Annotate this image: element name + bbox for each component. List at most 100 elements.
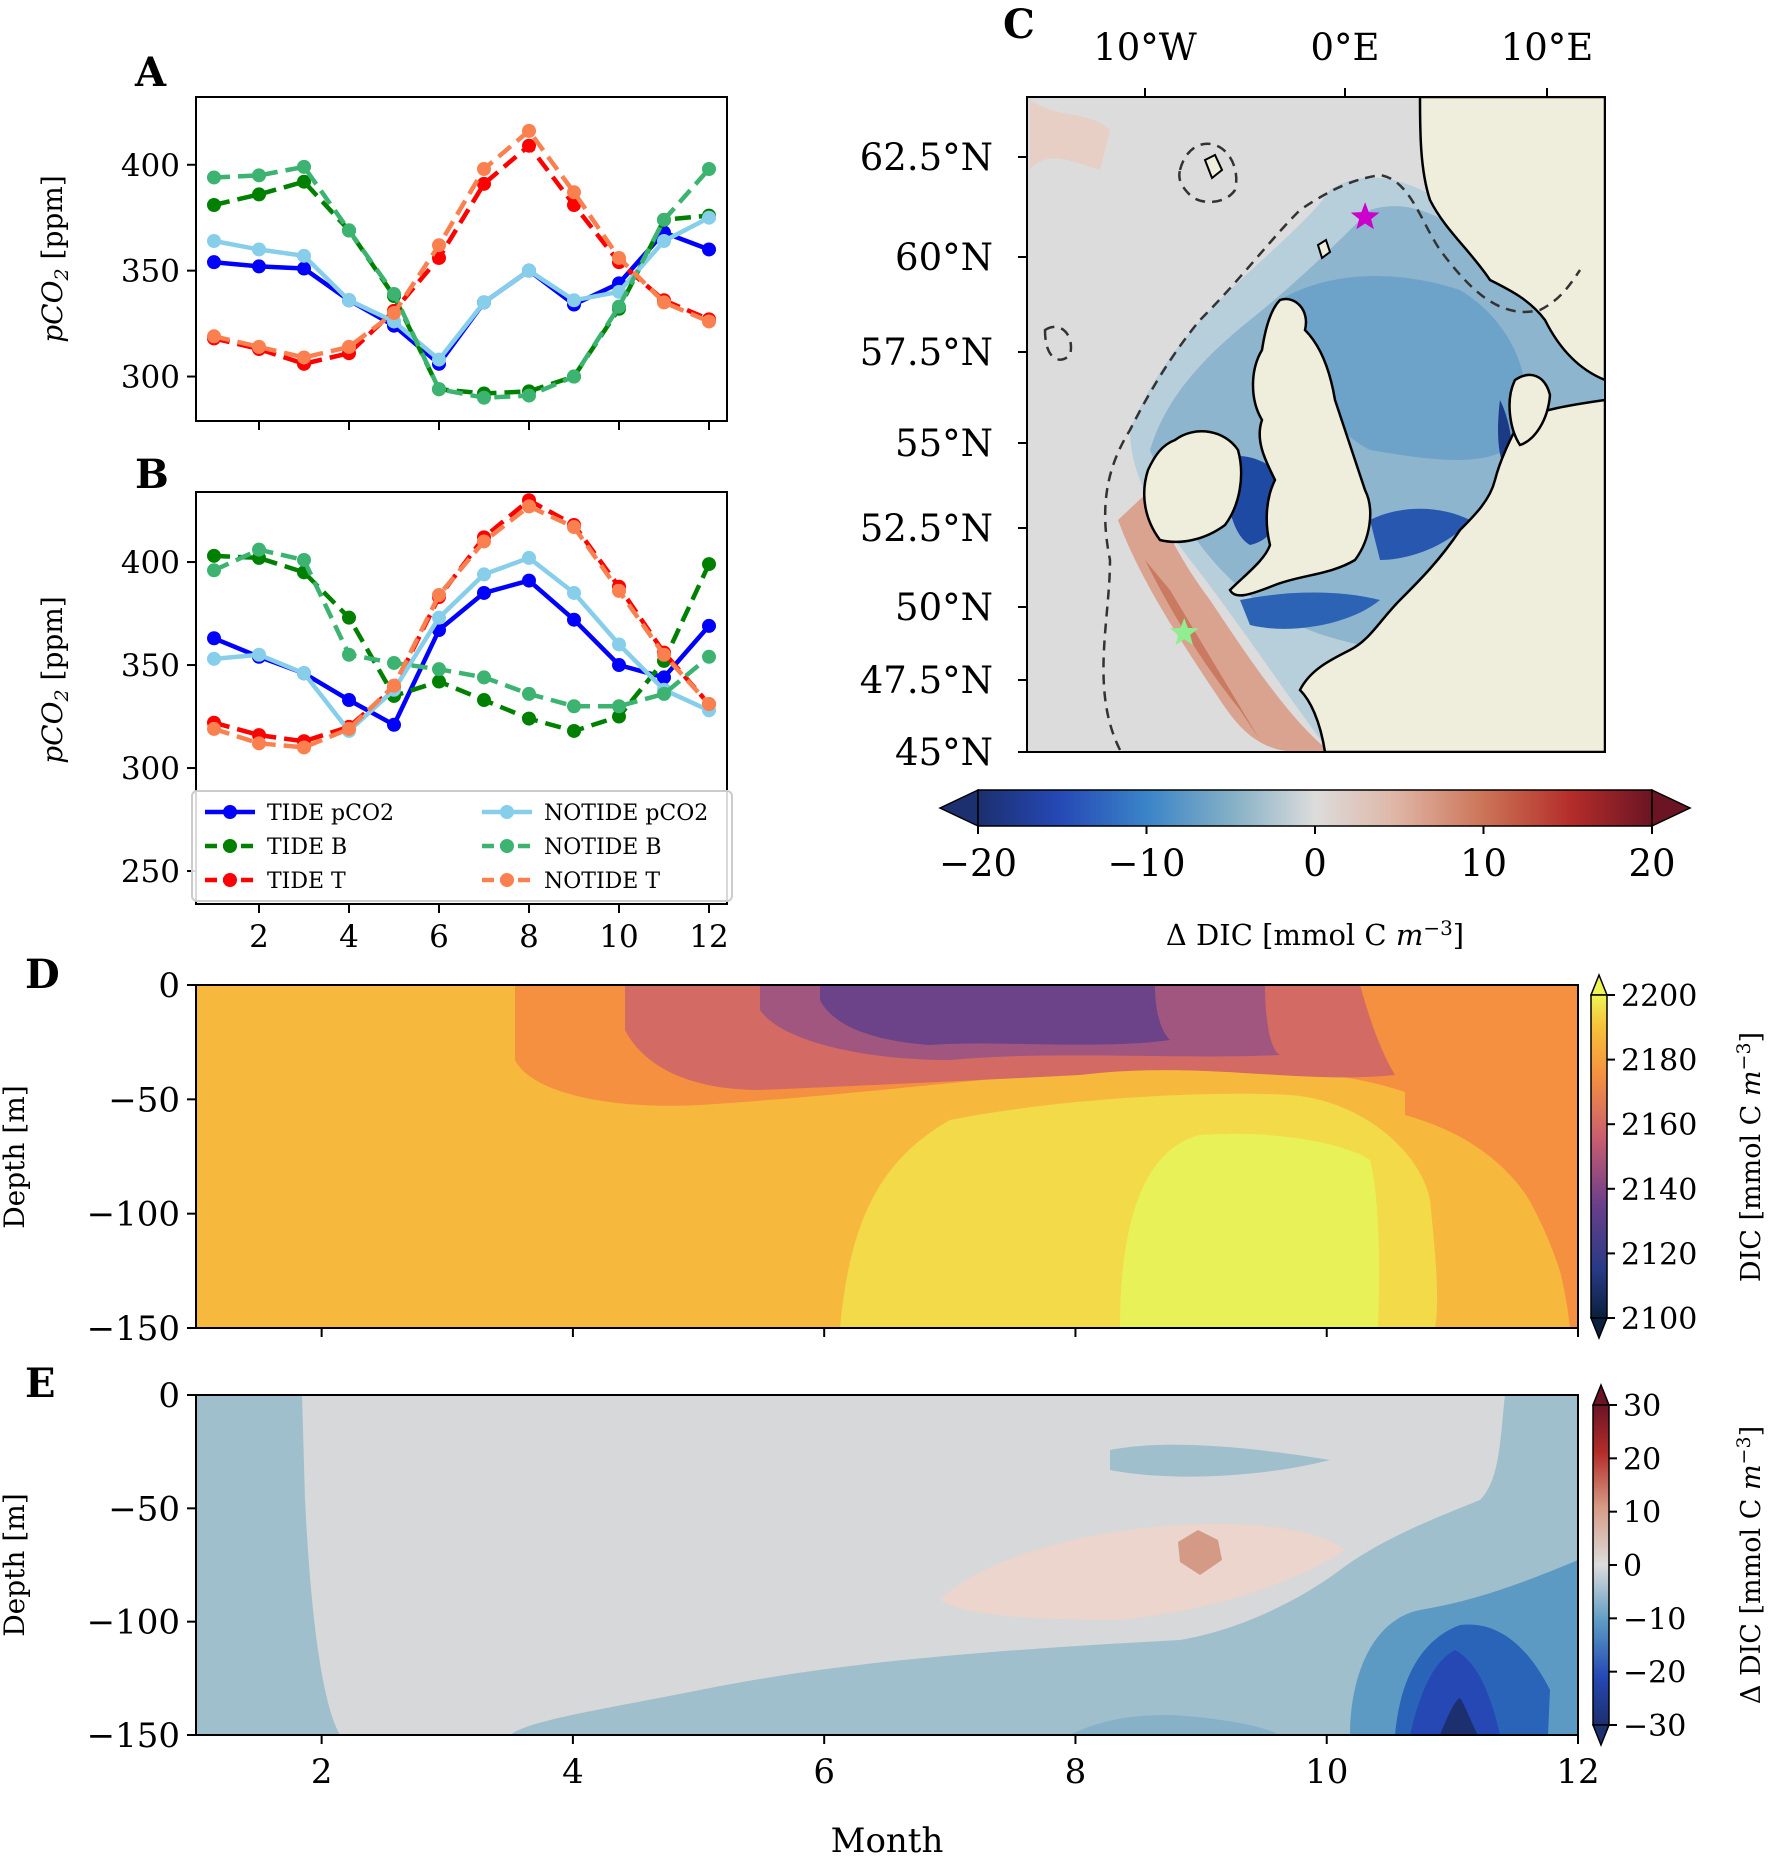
colorbar-d-extend-high: [1589, 972, 1609, 996]
panel-b-series-0-point: [477, 585, 491, 600]
panel-a-series-0-point: [702, 242, 716, 257]
panel-a-series-4-point: [522, 388, 536, 403]
colorbar-d-tick-label: 2180: [1621, 1044, 1697, 1079]
panel-b-series-3-point: [522, 550, 536, 565]
panel-a-axes: 300 350 400: [121, 148, 710, 430]
panel-d-ytick-label: −50: [108, 1080, 180, 1120]
panel-b-series-4-point: [252, 542, 266, 557]
panel-a-series-3-point: [702, 210, 716, 225]
panel-b-series-5-point: [522, 499, 536, 514]
panel-a-series-5-point: [702, 314, 716, 329]
panel-b-series-4-point: [477, 670, 491, 685]
colorbar-d-label: DIC [mmol C m−3]: [1733, 1032, 1767, 1282]
colorbar-e-extend-low: [1591, 1724, 1611, 1748]
panel-a-series-4-point: [657, 212, 671, 227]
panel-a-series-5-point: [342, 339, 356, 354]
colorbar-d-tick-label: 2120: [1621, 1237, 1697, 1272]
legend-swatch-marker: [223, 839, 237, 853]
panel-a-series-5-point: [567, 185, 581, 200]
panel-b-series-1-point: [522, 711, 536, 726]
colorbar-e-tick-label: 0: [1623, 1549, 1642, 1584]
colorbar-d-tick-label: 2100: [1621, 1302, 1697, 1337]
panel-a-ytick-label: 300: [121, 360, 180, 396]
panel-e-ylabel: Depth [m]: [0, 1493, 31, 1637]
colorbar-e-ticks: −30 −20 −10 0 10 20 30: [1609, 1389, 1686, 1744]
map-lon-tick-label: 0°E: [1310, 26, 1379, 69]
legend-label: TIDE pCO2: [267, 801, 394, 826]
panel-b-series: [207, 493, 716, 755]
legend-label: NOTIDE T: [544, 869, 660, 894]
colorbar-c-tick-label: −20: [939, 842, 1017, 885]
panel-a-series-5-point: [612, 250, 626, 265]
legend-label: TIDE B: [267, 835, 347, 860]
panel-label-e: E: [25, 1360, 56, 1407]
panel-b-series-1-point: [342, 610, 356, 625]
map-lat-tick-label: 50°N: [895, 586, 993, 629]
panel-a-series-4-point: [207, 170, 221, 185]
panel-b-series-3-point: [567, 585, 581, 600]
panel-b-series-1-point: [477, 693, 491, 708]
map-lon-tick-label: 10°E: [1501, 26, 1594, 69]
panel-b-series-3-point: [207, 651, 221, 666]
panel-b-series-0-point: [657, 670, 671, 685]
colorbar-c-ticks: −20 −10 0 10 20: [939, 826, 1676, 885]
panel-a-series-4-point: [432, 382, 446, 397]
colorbar-c: [977, 789, 1653, 827]
map-lat-tick-label: 47.5°N: [860, 659, 993, 702]
panel-a-series-line-2: [213, 143, 710, 367]
panel-a-series-3-point: [657, 234, 671, 248]
panel-label-d: D: [25, 951, 60, 998]
panel-b-axes: 250 300 350 400 2 4 6 8 10 12: [121, 545, 729, 955]
map-land-norway: [1418, 97, 1605, 382]
panel-b-series-4-point: [657, 686, 671, 701]
panel-a-series-1-point: [207, 198, 221, 212]
panel-b-series-5-point: [567, 520, 581, 535]
panel-e-xtick-label: 10: [1305, 1752, 1348, 1792]
panel-d-field-2200: [1120, 1133, 1380, 1328]
panel-e-xlabel: Month: [831, 1821, 944, 1858]
legend-swatch-marker: [223, 805, 237, 819]
panel-b-series-5-point: [612, 583, 626, 598]
map-lat-tick-label: 62.5°N: [860, 136, 993, 179]
map-lat-tick-label: 57.5°N: [860, 331, 993, 374]
colorbar-d-tick-label: 2140: [1621, 1173, 1697, 1208]
panel-b-series-4-point: [702, 649, 716, 664]
panel-b-series-4-point: [522, 686, 536, 701]
panel-a-ytick-label: 350: [121, 254, 180, 290]
panel-b-series-0-point: [612, 658, 626, 673]
colorbar-d: [1590, 994, 1608, 1319]
panel-d-field-2180-east: [1405, 985, 1578, 1328]
panel-e-xtick-label: 8: [1065, 1752, 1087, 1792]
panel-d-frame: [195, 984, 1579, 1329]
panel-b-series-5-point: [207, 721, 221, 736]
panel-a-series-4-point: [612, 299, 626, 314]
panel-a-series-3-point: [342, 293, 356, 308]
panel-b-series-1-point: [567, 723, 581, 738]
legend-label: NOTIDE B: [544, 835, 662, 860]
legend-swatch-marker: [500, 805, 514, 819]
map-channel-strong-negative: [1240, 592, 1380, 629]
panel-b-series-line-1: [213, 553, 712, 734]
panel-a-series-line-3: [213, 215, 711, 362]
colorbar-e: [1592, 1404, 1610, 1726]
panel-b-series-5-point: [702, 697, 716, 712]
map-lon-tick-label: 10°W: [1093, 26, 1197, 69]
panel-e-field-negative-bottom: [1070, 1715, 1280, 1735]
colorbar-c-extend-low: [938, 788, 979, 828]
panel-a-series-5-point: [207, 329, 221, 344]
panel-b-series-line-2: [213, 497, 711, 744]
panel-a-series-1-point: [297, 174, 311, 189]
map-land-denmark: [1508, 373, 1552, 447]
panel-a-series-4-point: [342, 223, 356, 238]
panel-b-series-5-point: [477, 534, 491, 549]
panel-label-b: B: [135, 451, 169, 498]
colorbar-d-tick-label: 2200: [1621, 979, 1697, 1014]
panel-e-field-negative-30: [1440, 1698, 1478, 1735]
map-frame: [1026, 96, 1606, 753]
panel-a-series-4-point: [387, 286, 401, 301]
panel-d: 0−50−100−150 Depth [m] 21002120214021602…: [0, 966, 1767, 1349]
panel-a-series-5-point: [387, 306, 401, 320]
panel-b-series-0-point: [207, 631, 221, 646]
panel-b-ytick-label: 250: [121, 854, 180, 890]
